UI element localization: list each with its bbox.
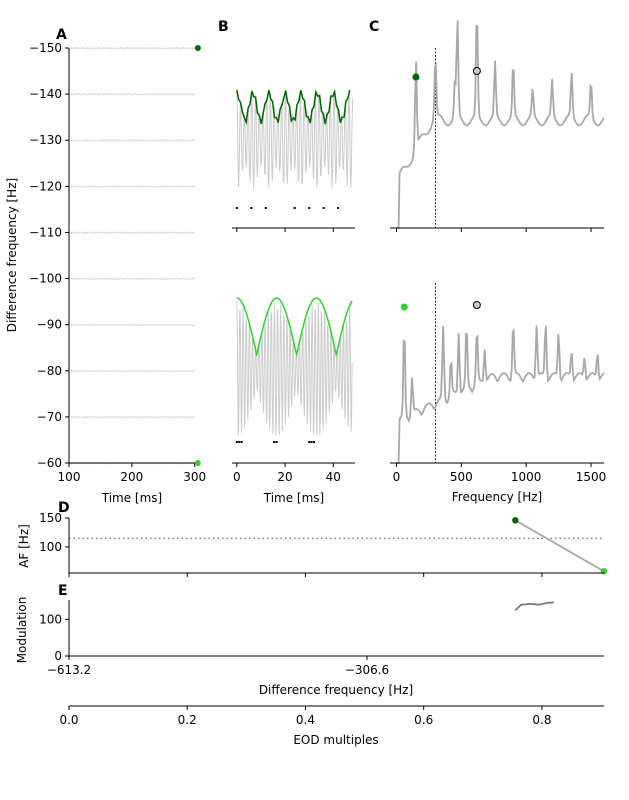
eod-x-tick-label: 0.0 — [59, 713, 78, 727]
panel-e-x-label: Difference frequency [Hz] — [259, 683, 413, 697]
panel-a-y-tick-label: −90 — [37, 318, 62, 332]
panel-c-x-tick-label: 500 — [450, 470, 473, 484]
difference-frequency-row — [70, 231, 195, 234]
panel-c-x-tick-label: 0 — [393, 470, 401, 484]
af-series-line — [514, 519, 605, 573]
eod-x-tick-label: 0.2 — [178, 713, 197, 727]
spike-marker — [273, 441, 276, 443]
difference-frequency-row — [70, 93, 195, 96]
envelope-trace — [236, 297, 353, 358]
panel-c-x-tick-label: 1000 — [511, 470, 542, 484]
panel-a-y-tick-label: −60 — [37, 456, 62, 470]
power-spectrum — [396, 20, 605, 229]
spike-marker — [308, 441, 311, 443]
spike-marker — [310, 441, 313, 443]
difference-frequency-row — [70, 416, 195, 419]
panel-a-y-tick-label: −130 — [29, 133, 62, 147]
spike-marker — [238, 441, 241, 443]
modulation-series-line — [514, 601, 554, 611]
carrier-trace — [236, 301, 353, 437]
eod-x-label: EOD multiples — [293, 733, 378, 747]
spike-marker — [293, 207, 296, 209]
spike-marker — [240, 441, 243, 443]
panel-a-y-tick-label: −80 — [37, 364, 62, 378]
difference-frequency-row — [70, 47, 195, 50]
panel-label-c: C — [369, 19, 379, 35]
panel-a-y-label: Difference frequency [Hz] — [5, 178, 19, 332]
panel-a-x-label: Time [ms] — [101, 491, 163, 505]
panel-d-y-tick-label: 150 — [39, 511, 62, 525]
eod-x-tick-label: 0.6 — [414, 713, 433, 727]
panel-a-y-tick-label: −70 — [37, 410, 62, 424]
panel-b-time-traces: 0 20 40 Time [ms] — [232, 88, 355, 505]
panel-e-x-tick-label: −306.6 — [345, 663, 389, 677]
panel-e-y-tick-label: 100 — [39, 612, 62, 626]
spike-marker — [322, 207, 325, 209]
difference-frequency-row — [70, 277, 195, 280]
panel-e-x-tick-label: −613.2 — [47, 663, 91, 677]
panel-a-x-tick-label: 300 — [183, 470, 206, 484]
panel-label-b: B — [218, 19, 229, 35]
af-marker — [512, 517, 519, 524]
spike-marker — [313, 441, 315, 443]
spike-marker — [235, 441, 238, 443]
carrier-trace — [236, 89, 354, 190]
peak-marker — [400, 303, 408, 311]
spike-marker — [264, 207, 267, 209]
panel-a-y-tick-label: −140 — [29, 87, 62, 101]
peak-marker — [472, 301, 481, 309]
panel-label-e: E — [58, 583, 68, 599]
difference-frequency-row — [70, 185, 195, 188]
peak-marker — [472, 67, 481, 75]
panel-a-scatter: −150 −140 −130 −120 −110 −100 −90 −80 −70 −60 100… — [5, 41, 206, 505]
panel-d-y-label: AF [Hz] — [17, 524, 31, 568]
panel-d-y-tick-label: 100 — [39, 540, 62, 554]
panel-a-y-tick-label: −100 — [29, 272, 62, 286]
panel-label-d: D — [58, 500, 70, 516]
spike-marker — [337, 207, 340, 209]
power-spectrum — [396, 325, 605, 464]
eod-x-tick-label: 0.4 — [296, 713, 315, 727]
panel-c-x-tick-label: 1500 — [576, 470, 607, 484]
difference-frequency-rows — [70, 47, 195, 465]
eod-multiples-axis: 0.0 0.2 0.4 0.6 0.8 EOD multiples — [59, 705, 604, 747]
panel-e-y-tick-label: 0 — [54, 649, 62, 663]
eod-x-tick-label: 0.8 — [532, 713, 551, 727]
peak-marker — [412, 73, 420, 81]
difference-frequency-row — [70, 370, 195, 373]
highlight-marker — [194, 45, 201, 51]
panel-a-x-tick-label: 100 — [58, 470, 81, 484]
panel-label-a: A — [56, 27, 67, 43]
difference-frequency-row — [70, 324, 195, 326]
difference-frequency-row — [70, 139, 195, 142]
panel-a-y-tick-label: −110 — [29, 225, 62, 239]
panel-b-x-tick-label: 20 — [277, 470, 292, 484]
envelope-trace — [236, 88, 351, 125]
panel-a-y-tick-label: −120 — [29, 179, 62, 193]
spike-marker — [235, 207, 238, 209]
af-marker — [600, 568, 608, 575]
panel-a-y-tick-label: −150 — [29, 41, 62, 55]
highlight-marker — [194, 460, 201, 466]
panel-e-y-label: Modulation — [15, 597, 29, 664]
panel-a-x-tick-label: 200 — [120, 470, 143, 484]
panel-d-af: 100 150 AF [Hz] — [17, 511, 608, 577]
spike-marker — [275, 441, 278, 443]
panel-b-x-tick-label: 40 — [326, 470, 341, 484]
spike-marker — [250, 207, 253, 209]
panel-c-spectra: 0 500 1000 1500 Frequency [Hz] — [390, 20, 606, 504]
panel-e-modulation: 0 100 −613.2 −306.6 Difference frequency [H… — [15, 597, 604, 697]
panel-c-x-label: Frequency [Hz] — [452, 490, 543, 504]
spike-marker — [308, 207, 311, 209]
panel-b-x-label: Time [ms] — [263, 491, 325, 505]
panel-b-x-tick-label: 0 — [233, 470, 241, 484]
